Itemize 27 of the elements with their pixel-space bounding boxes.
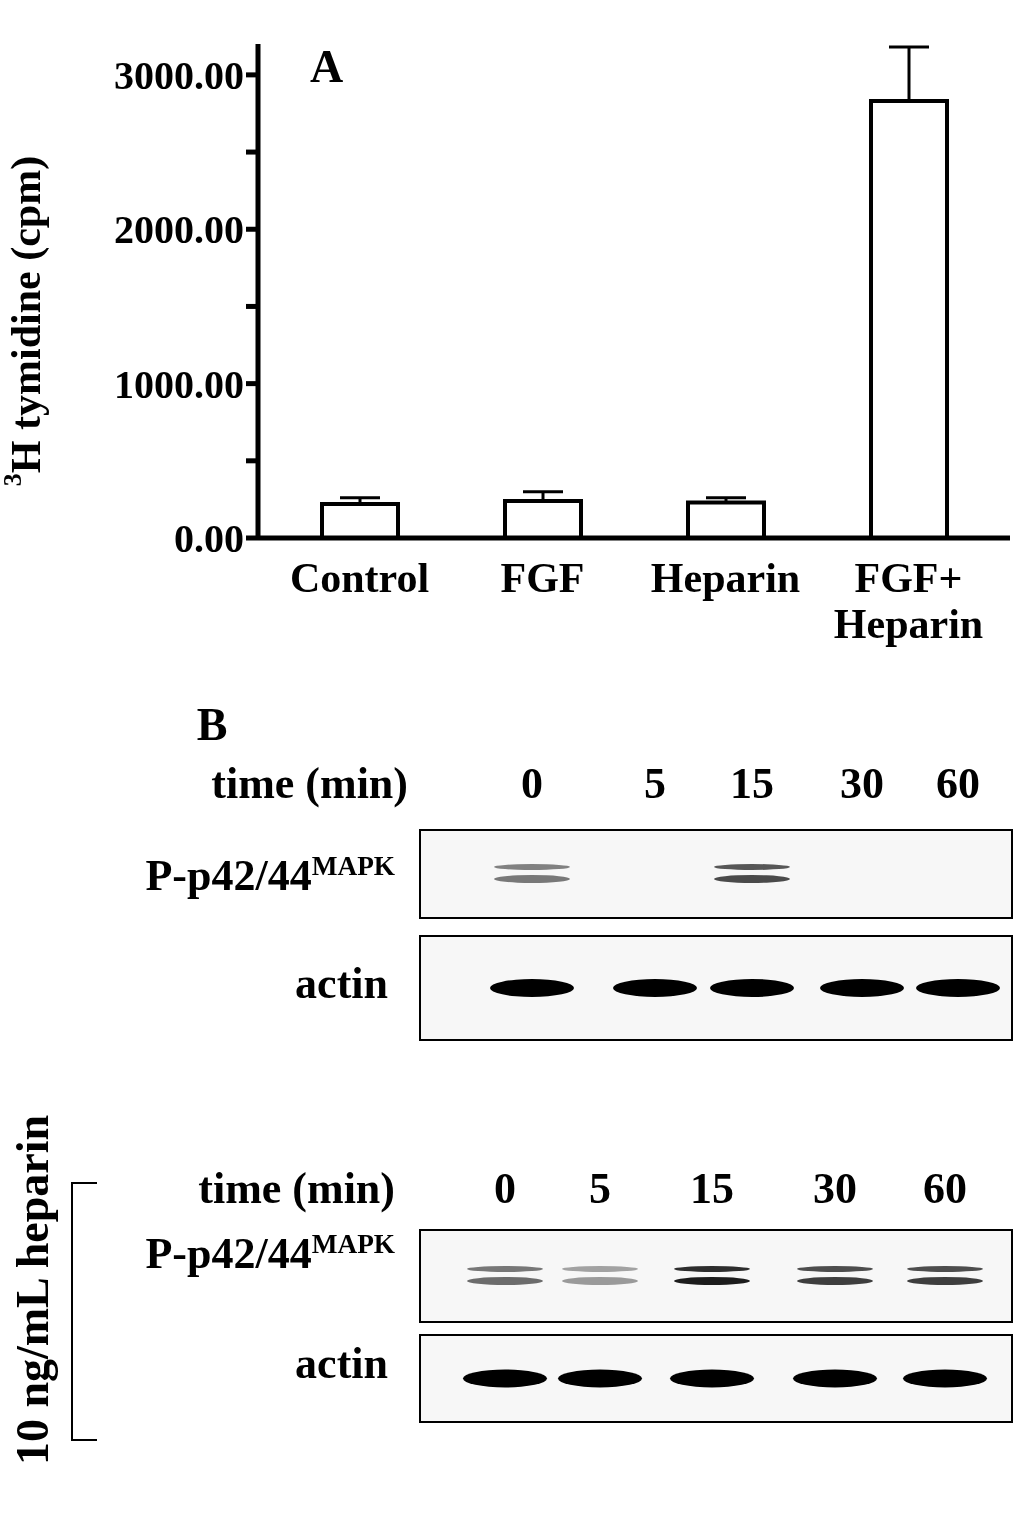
annotation: A xyxy=(310,41,344,92)
text: P-p42/44$^{MAPK}$ xyxy=(145,851,395,900)
x-tick-label: FGF+ Heparin xyxy=(833,555,984,647)
text: time (min) xyxy=(211,759,408,808)
text: 5 xyxy=(589,1164,611,1213)
y-tick-label: 0.00 xyxy=(174,516,244,562)
y-tick-label: 2000.00 xyxy=(114,207,244,253)
text: B xyxy=(196,699,228,750)
text: 10 ng/mL heparin xyxy=(7,1114,58,1466)
text: 30 xyxy=(813,1164,857,1213)
text: 15 xyxy=(690,1164,734,1213)
x-tick-label: Control xyxy=(289,555,430,601)
x-tick-label: FGF xyxy=(500,555,585,601)
text: actin xyxy=(295,1339,388,1388)
text: time (min) xyxy=(198,1164,395,1213)
y-tick-label: 1000.00 xyxy=(114,361,244,407)
text: 15 xyxy=(730,759,774,808)
text: 30 xyxy=(840,759,884,808)
text: P-p42/44$^{MAPK}$ xyxy=(145,1229,395,1278)
text: 0 xyxy=(494,1164,516,1213)
text: 5 xyxy=(644,759,666,808)
text: actin xyxy=(295,959,388,1008)
x-tick-label: Heparin xyxy=(650,555,801,601)
text: 60 xyxy=(936,759,980,808)
y-tick-label: 3000.00 xyxy=(114,53,244,99)
text: 0 xyxy=(521,759,543,808)
text: 60 xyxy=(923,1164,967,1213)
